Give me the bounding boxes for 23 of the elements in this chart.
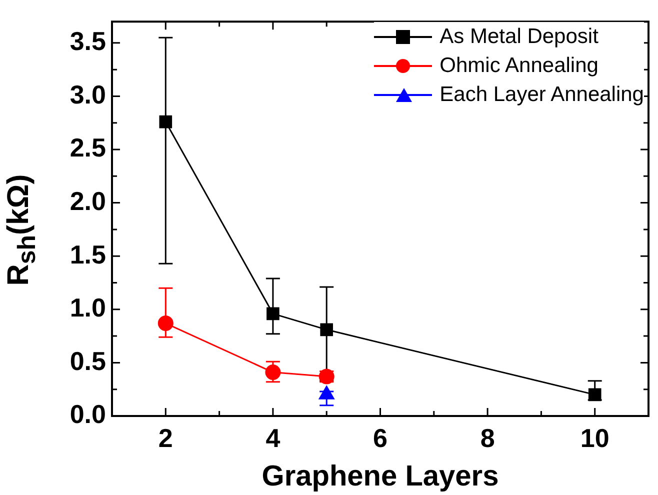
point [265,364,281,380]
y-tick-label: 0.5 [70,346,106,376]
point [159,115,172,128]
x-tick-label: 8 [480,422,495,453]
x-tick-label: 4 [266,422,281,453]
y-tick-label: 3.5 [70,26,106,56]
point [158,316,174,332]
y-tick-label: 0.0 [70,399,106,430]
legend-label: Each Layer Annealing [440,82,644,106]
y-tick-label: 2.5 [70,132,106,163]
point [320,323,334,336]
legend-label: Ohmic Annealing [440,54,598,78]
y-tick-label: 2.0 [70,186,106,216]
x-axis-title: Graphene Layers [262,460,499,493]
point [266,307,280,320]
y-tick-label: 1.0 [70,292,106,323]
y-tick-label: 1.5 [70,239,106,270]
x-tick-label: 10 [580,422,610,453]
x-tick-label: 6 [373,422,388,453]
point [588,388,602,402]
x-tick-label: 2 [158,422,173,453]
y-tick-label: 3.0 [70,79,106,110]
legend-label: As Metal Deposit [440,24,598,48]
